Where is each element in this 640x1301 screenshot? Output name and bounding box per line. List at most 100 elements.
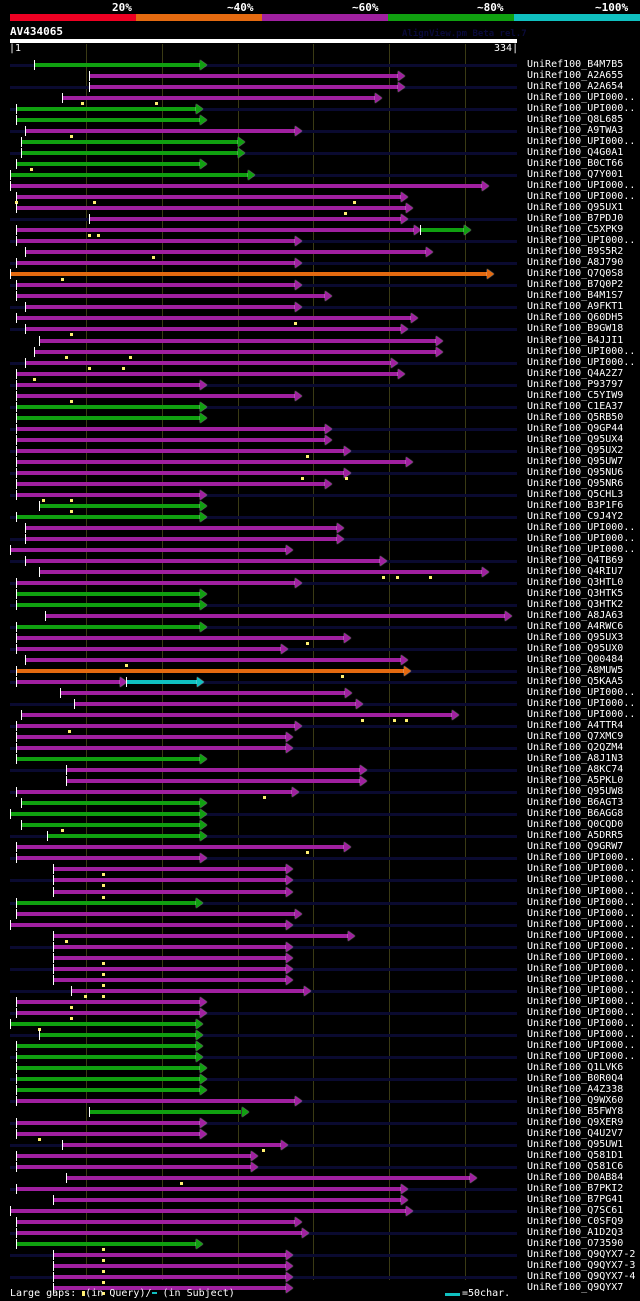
hit-label[interactable]: UniRef100_UPI000.. xyxy=(527,1040,636,1051)
hsp-bar[interactable] xyxy=(16,1044,196,1048)
hit-label[interactable]: UniRef100_Q4G0A1 xyxy=(527,147,624,158)
hit-label[interactable]: UniRef100_A2A655 xyxy=(527,70,624,81)
hsp-bar[interactable] xyxy=(16,449,344,453)
hsp-bar[interactable] xyxy=(16,1066,201,1070)
hit-label[interactable]: UniRef100_A2A654 xyxy=(527,81,624,92)
hsp-bar[interactable] xyxy=(52,1264,286,1268)
hsp-bar[interactable] xyxy=(66,779,361,783)
hsp-bar[interactable] xyxy=(73,702,356,706)
hit-label[interactable]: UniRef100_A8JA63 xyxy=(527,610,624,621)
hsp-bar[interactable] xyxy=(16,1121,201,1125)
hsp-bar[interactable] xyxy=(16,1242,196,1246)
hit-label[interactable]: UniRef100_UPI000.. xyxy=(527,103,636,114)
hsp-bar[interactable] xyxy=(16,493,201,497)
hit-label[interactable]: UniRef100_UPI000.. xyxy=(527,346,636,357)
hsp-bar[interactable] xyxy=(45,614,505,618)
hsp-bar[interactable] xyxy=(16,239,295,243)
hit-label[interactable]: UniRef100_Q8L685 xyxy=(527,114,624,125)
hsp-bar[interactable] xyxy=(25,526,338,530)
hit-label[interactable]: UniRef100_Q9QYX7 xyxy=(527,1282,624,1293)
hsp-bar[interactable] xyxy=(16,724,295,728)
hit-label[interactable]: UniRef100_B0CT66 xyxy=(527,158,624,169)
hit-label[interactable]: UniRef100_Q95UX2 xyxy=(527,445,624,456)
hit-label[interactable]: UniRef100_Q3HTK5 xyxy=(527,588,624,599)
hsp-bar[interactable] xyxy=(16,647,282,651)
hsp-bar[interactable] xyxy=(16,1154,251,1158)
hit-label[interactable]: UniRef100_UPI000.. xyxy=(527,1051,636,1062)
hsp-bar[interactable] xyxy=(89,217,402,221)
hsp-bar[interactable] xyxy=(10,548,286,552)
hit-label[interactable]: UniRef100_A5DRR5 xyxy=(527,830,624,841)
hsp-bar[interactable] xyxy=(16,405,201,409)
hsp-bar[interactable] xyxy=(16,1231,303,1235)
hsp-bar[interactable] xyxy=(16,581,295,585)
hit-label[interactable]: UniRef100_C5XPK9 xyxy=(527,224,624,235)
hsp-bar[interactable] xyxy=(16,592,201,596)
hsp-bar[interactable] xyxy=(52,1198,402,1202)
hit-label[interactable]: UniRef100_Q60DH5 xyxy=(527,312,624,323)
hsp-bar[interactable] xyxy=(25,327,402,331)
hsp-bar[interactable] xyxy=(10,1022,196,1026)
hit-label[interactable]: UniRef100_B7PDJ0 xyxy=(527,213,624,224)
hsp-bar[interactable] xyxy=(25,129,295,133)
hit-label[interactable]: UniRef100_Q95UX1 xyxy=(527,202,624,213)
hsp-bar[interactable] xyxy=(16,118,201,122)
hit-label[interactable]: UniRef100_UPI000.. xyxy=(527,897,636,908)
hit-label[interactable]: UniRef100_UPI000.. xyxy=(527,180,636,191)
hit-label[interactable]: UniRef100_A9FKT1 xyxy=(527,301,624,312)
hit-label[interactable]: UniRef100_Q1LVK6 xyxy=(527,1062,624,1073)
hit-label[interactable]: UniRef100_UPI000.. xyxy=(527,996,636,1007)
hsp-bar[interactable] xyxy=(89,1110,242,1114)
hit-label[interactable]: UniRef100_A4TTR4 xyxy=(527,720,624,731)
hit-label[interactable]: UniRef100_UPI000.. xyxy=(527,974,636,985)
hsp-bar[interactable] xyxy=(16,438,326,442)
hit-label[interactable]: UniRef100_Q95UW8 xyxy=(527,786,624,797)
hit-label[interactable]: UniRef100_UPI000.. xyxy=(527,522,636,533)
hit-label[interactable]: UniRef100_UPI000.. xyxy=(527,930,636,941)
hsp-bar[interactable] xyxy=(16,206,406,210)
hsp-bar[interactable] xyxy=(16,1165,251,1169)
hit-label[interactable]: UniRef100_UPI000.. xyxy=(527,919,636,930)
hit-label[interactable]: UniRef100_Q3HTL0 xyxy=(527,577,624,588)
hsp-bar[interactable] xyxy=(16,1099,295,1103)
hit-label[interactable]: UniRef100_Q0CQD0 xyxy=(527,819,624,830)
hsp-bar[interactable] xyxy=(125,680,198,684)
hsp-bar[interactable] xyxy=(16,372,399,376)
hsp-bar[interactable] xyxy=(25,250,426,254)
hsp-bar[interactable] xyxy=(16,1011,201,1015)
hit-label[interactable]: UniRef100_UPI000.. xyxy=(527,92,636,103)
hit-label[interactable]: UniRef100_UPI000.. xyxy=(527,985,636,996)
hit-label[interactable]: UniRef100_A9TWA3 xyxy=(527,125,624,136)
hsp-bar[interactable] xyxy=(89,85,399,89)
hit-label[interactable]: UniRef100_B9S5R2 xyxy=(527,246,624,257)
hit-label[interactable]: UniRef100_UPI000.. xyxy=(527,357,636,368)
hit-label[interactable]: UniRef100_Q9XER9 xyxy=(527,1117,624,1128)
hsp-bar[interactable] xyxy=(52,878,286,882)
hit-label[interactable]: UniRef100_B6AGT3 xyxy=(527,797,624,808)
hit-label[interactable]: UniRef100_Q95NR6 xyxy=(527,478,624,489)
hsp-bar[interactable] xyxy=(52,1253,286,1257)
hit-label[interactable]: UniRef100_UPI000.. xyxy=(527,963,636,974)
hit-label[interactable]: UniRef100_B9GW18 xyxy=(527,323,624,334)
hsp-bar[interactable] xyxy=(20,823,201,827)
hsp-bar[interactable] xyxy=(16,790,292,794)
hit-label[interactable]: UniRef100_A8J790 xyxy=(527,257,624,268)
hsp-bar[interactable] xyxy=(10,812,201,816)
hsp-bar[interactable] xyxy=(16,912,295,916)
hit-label[interactable]: UniRef100_UPI000.. xyxy=(527,1018,636,1029)
hit-label[interactable]: UniRef100_B4M1S7 xyxy=(527,290,624,301)
hsp-bar[interactable] xyxy=(52,1275,286,1279)
hsp-bar[interactable] xyxy=(38,339,437,343)
hsp-bar[interactable] xyxy=(60,691,346,695)
hsp-bar[interactable] xyxy=(16,1187,402,1191)
hit-label[interactable]: UniRef100_Q00484 xyxy=(527,654,624,665)
hsp-bar[interactable] xyxy=(25,305,295,309)
hit-label[interactable]: UniRef100_A5PKL0 xyxy=(527,775,624,786)
hit-label[interactable]: UniRef100_Q95UX3 xyxy=(527,632,624,643)
hit-label[interactable]: UniRef100_C5YIW9 xyxy=(527,390,624,401)
hit-label[interactable]: UniRef100_A8MUW5 xyxy=(527,665,624,676)
hit-label[interactable]: UniRef100_UPI000.. xyxy=(527,874,636,885)
hsp-bar[interactable] xyxy=(70,989,304,993)
hit-label[interactable]: UniRef100_Q95UX4 xyxy=(527,434,624,445)
hit-label[interactable]: UniRef100_C0SFQ9 xyxy=(527,1216,624,1227)
